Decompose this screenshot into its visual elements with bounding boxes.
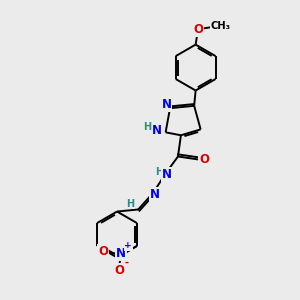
Text: H: H <box>143 122 152 132</box>
Text: N: N <box>161 98 172 111</box>
Text: N: N <box>150 188 160 201</box>
Text: +: + <box>124 241 132 250</box>
Text: O: O <box>199 153 209 166</box>
Text: H: H <box>155 167 163 177</box>
Text: N: N <box>162 168 172 181</box>
Text: H: H <box>127 199 135 208</box>
Text: N: N <box>152 124 162 137</box>
Text: N: N <box>116 247 126 260</box>
Text: O: O <box>193 23 203 36</box>
Text: O: O <box>98 245 108 258</box>
Text: -: - <box>124 258 128 268</box>
Text: O: O <box>114 264 124 277</box>
Text: CH₃: CH₃ <box>211 21 231 31</box>
